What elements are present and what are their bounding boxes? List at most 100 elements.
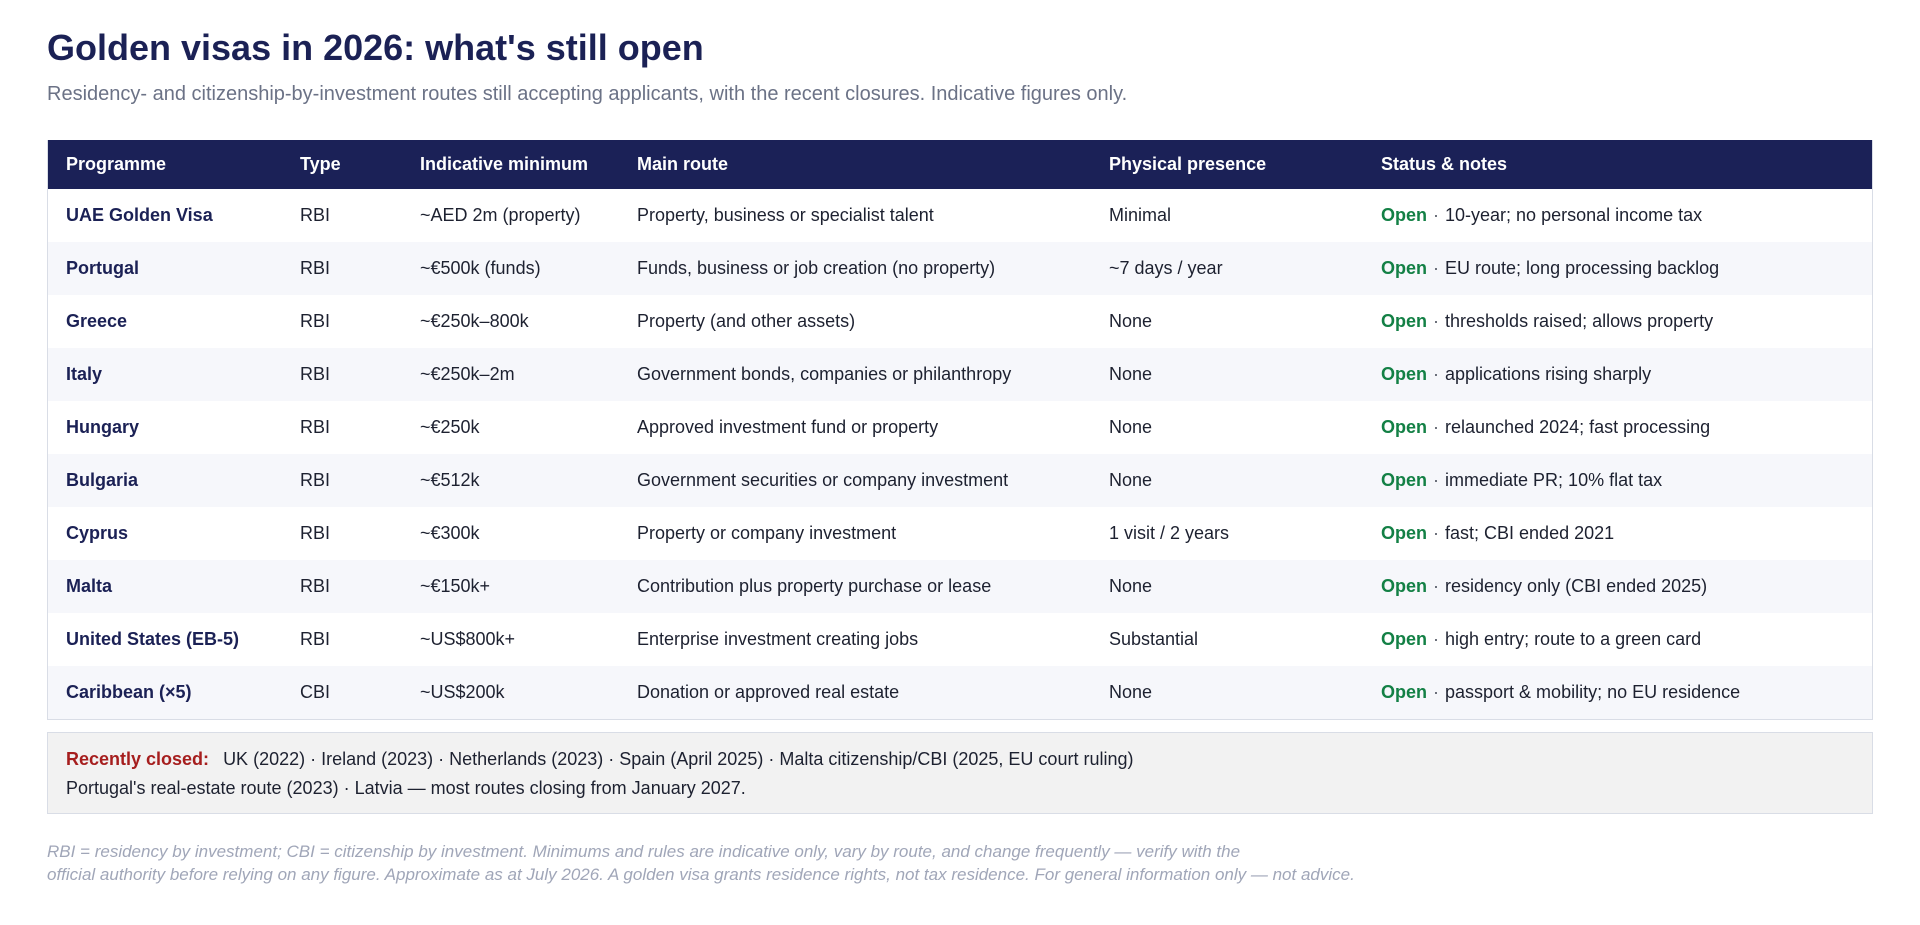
cell-presence: None (1109, 576, 1153, 596)
cell-route: Property, business or specialist talent (637, 205, 934, 225)
status-badge: Open (1381, 470, 1428, 490)
status-note: relaunched 2024; fast processing (1445, 417, 1711, 437)
cell-type: RBI (300, 417, 331, 437)
page-subtitle: Residency- and citizenship-by-investment… (47, 83, 1128, 105)
cell-programme: Caribbean (×5) (66, 682, 192, 702)
status-badge: Open (1381, 523, 1428, 543)
cell-type: RBI (300, 258, 331, 278)
table-row: Malta RBI ~€150k+ Contribution plus propert… (48, 560, 1872, 613)
status-badge: Open (1381, 682, 1428, 702)
cell-presence: Substantial (1109, 629, 1199, 649)
recently-closed-label: Recently closed: (66, 749, 210, 769)
column-header-status: Status & notes (1381, 154, 1508, 174)
cell-minimum: ~€150k+ (420, 576, 491, 596)
table-row: Italy RBI ~€250k–2m Government bonds, compa… (48, 348, 1872, 401)
table-body: UAE Golden Visa RBI ~AED 2m (property) Prop… (48, 189, 1872, 719)
status-badge: Open (1381, 364, 1428, 384)
separator-dot: · (1433, 258, 1440, 278)
cell-status-notes: Open · fast; CBI ended 2021 (1381, 523, 1872, 544)
cell-minimum: ~€250k–2m (420, 364, 515, 384)
cell-minimum: ~€300k (420, 523, 480, 543)
recently-closed-list: UK (2022) · Ireland (2023) · Netherlands… (223, 749, 1134, 769)
cell-programme: Cyprus (66, 523, 129, 543)
table-row: Cyprus RBI ~€300k Property or company inves… (48, 507, 1872, 560)
status-note: thresholds raised; allows property (1445, 311, 1714, 331)
separator-dot: · (1433, 417, 1440, 437)
separator-dot: · (1433, 682, 1440, 702)
status-note: 10-year; no personal income tax (1445, 205, 1703, 225)
cell-programme: Bulgaria (66, 470, 139, 490)
table-row: Hungary RBI ~€250k Approved investment fund… (48, 401, 1872, 454)
status-badge: Open (1381, 311, 1428, 331)
column-header-type: Type (300, 154, 341, 174)
table-header-row: Programme Type Indicative minimum Main r… (48, 140, 1872, 189)
footnote-line-1: RBI = residency by investment; CBI = cit… (47, 842, 1241, 861)
cell-status-notes: Open · relaunched 2024; fast processing (1381, 417, 1872, 438)
page-title: Golden visas in 2026: what's still open (47, 27, 704, 68)
status-note: high entry; route to a green card (1445, 629, 1702, 649)
cell-route: Approved investment fund or property (637, 417, 939, 437)
table-row: Caribbean (×5) CBI ~US$200k Donation or app… (48, 666, 1872, 719)
separator-dot: · (1433, 576, 1440, 596)
cell-programme: Malta (66, 576, 113, 596)
cell-type: RBI (300, 576, 331, 596)
cell-status-notes: Open · 10-year; no personal income tax (1381, 205, 1872, 226)
cell-status-notes: Open · thresholds raised; allows property (1381, 311, 1872, 332)
cell-minimum: ~€250k–800k (420, 311, 529, 331)
footnote-line-2: official authority before relying on any… (47, 865, 1355, 884)
cell-programme: UAE Golden Visa (66, 205, 213, 225)
cell-minimum: ~US$200k (420, 682, 505, 702)
cell-presence: 1 visit / 2 years (1109, 523, 1230, 543)
cell-type: RBI (300, 470, 331, 490)
cell-presence: None (1109, 364, 1153, 384)
recently-closed-line-1: Recently closed: UK (2022) · Ireland (202… (66, 745, 1854, 774)
table-row: Bulgaria RBI ~€512k Government securities o… (48, 454, 1872, 507)
cell-status-notes: Open · high entry; route to a green card (1381, 629, 1872, 650)
cell-type: RBI (300, 205, 331, 225)
table-row: United States (EB-5) RBI ~US$800k+ Enterpri… (48, 613, 1872, 666)
status-note: fast; CBI ended 2021 (1445, 523, 1615, 543)
cell-type: CBI (300, 682, 331, 702)
cell-presence: None (1109, 682, 1153, 702)
status-note: passport & mobility; no EU residence (1445, 682, 1741, 702)
recently-closed-panel: Recently closed: UK (2022) · Ireland (202… (47, 732, 1873, 814)
status-note: EU route; long processing backlog (1445, 258, 1720, 278)
cell-route: Government securities or company investm… (637, 470, 1009, 490)
cell-programme: Hungary (66, 417, 140, 437)
column-header-presence: Physical presence (1109, 154, 1267, 174)
cell-route: Government bonds, companies or philanthr… (637, 364, 1012, 384)
table-row: Greece RBI ~€250k–800k Property (and other … (48, 295, 1872, 348)
cell-minimum: ~AED 2m (property) (420, 205, 581, 225)
status-note: applications rising sharply (1445, 364, 1652, 384)
cell-presence: None (1109, 311, 1153, 331)
cell-programme: Greece (66, 311, 128, 331)
cell-programme: Portugal (66, 258, 140, 278)
status-badge: Open (1381, 258, 1428, 278)
cell-presence: None (1109, 470, 1153, 490)
recently-closed-line-2: Portugal's real-estate route (2023) · La… (66, 778, 746, 798)
cell-status-notes: Open · EU route; long processing backlog (1381, 258, 1872, 279)
cell-presence: ~7 days / year (1109, 258, 1223, 278)
column-header-route: Main route (637, 154, 729, 174)
table-row: UAE Golden Visa RBI ~AED 2m (property) Prop… (48, 189, 1872, 242)
cell-minimum: ~US$800k+ (420, 629, 516, 649)
cell-status-notes: Open · applications rising sharply (1381, 364, 1872, 385)
status-badge: Open (1381, 205, 1428, 225)
cell-route: Donation or approved real estate (637, 682, 900, 702)
separator-dot: · (1433, 311, 1440, 331)
cell-type: RBI (300, 311, 331, 331)
cell-status-notes: Open · passport & mobility; no EU residenc… (1381, 682, 1872, 703)
column-header-programme: Programme (66, 154, 167, 174)
cell-type: RBI (300, 364, 331, 384)
separator-dot: · (1433, 364, 1440, 384)
cell-route: Funds, business or job creation (no prop… (637, 258, 996, 278)
separator-dot: · (1433, 523, 1440, 543)
status-note: residency only (CBI ended 2025) (1445, 576, 1708, 596)
status-badge: Open (1381, 629, 1428, 649)
cell-type: RBI (300, 629, 331, 649)
cell-route: Contribution plus property purchase or l… (637, 576, 992, 596)
cell-presence: None (1109, 417, 1153, 437)
status-badge: Open (1381, 417, 1428, 437)
cell-route: Property or company investment (637, 523, 897, 543)
cell-route: Enterprise investment creating jobs (637, 629, 919, 649)
